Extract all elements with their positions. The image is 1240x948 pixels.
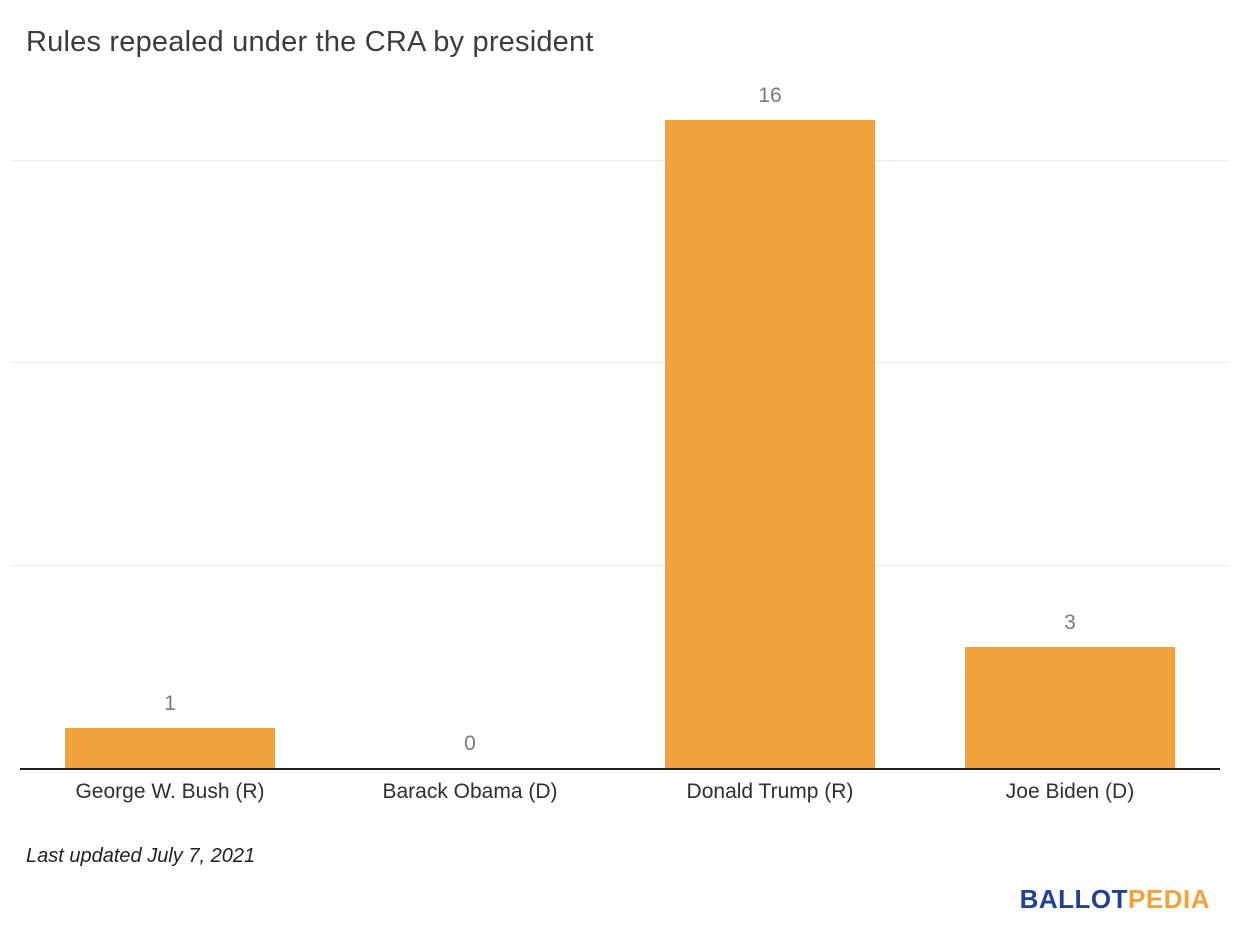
- logo-text-ballot: BALLOT: [1019, 884, 1129, 914]
- ballotpedia-logo: BALLOTPEDIA: [1020, 884, 1210, 915]
- last-updated-note: Last updated July 7, 2021: [26, 845, 256, 867]
- x-axis-label: George W. Bush (R): [75, 780, 265, 803]
- bar-value-label: 3: [1064, 611, 1076, 634]
- bar-column: 0: [320, 110, 620, 768]
- bar-columns: 1 0 16 3: [20, 84, 1220, 768]
- gridline-10: [12, 362, 1228, 364]
- bar-value-label: 0: [464, 732, 476, 755]
- bar-column: 16: [620, 84, 920, 768]
- gridline-5: [12, 564, 1228, 566]
- bar: [965, 647, 1175, 768]
- bar-value-label: 1: [164, 692, 176, 715]
- x-axis-labels: George W. Bush (R) Barack Obama (D) Donald…: [20, 780, 1220, 804]
- bar-column: 3: [920, 110, 1220, 768]
- x-axis-label: Joe Biden (D): [1005, 780, 1135, 803]
- x-axis-label: Barack Obama (D): [382, 780, 558, 803]
- bar: [665, 120, 875, 768]
- plot-area: 1 0 16 3: [12, 84, 1228, 770]
- x-axis-label: Donald Trump (R): [686, 780, 854, 803]
- gridline-15: [12, 159, 1228, 161]
- chart-title: Rules repealed under the CRA by presiden…: [26, 26, 594, 58]
- bar: [65, 728, 275, 768]
- bar-column: 1: [20, 110, 320, 768]
- logo-text-pedia: PEDIA: [1128, 884, 1210, 914]
- bar-value-label: 16: [758, 84, 782, 107]
